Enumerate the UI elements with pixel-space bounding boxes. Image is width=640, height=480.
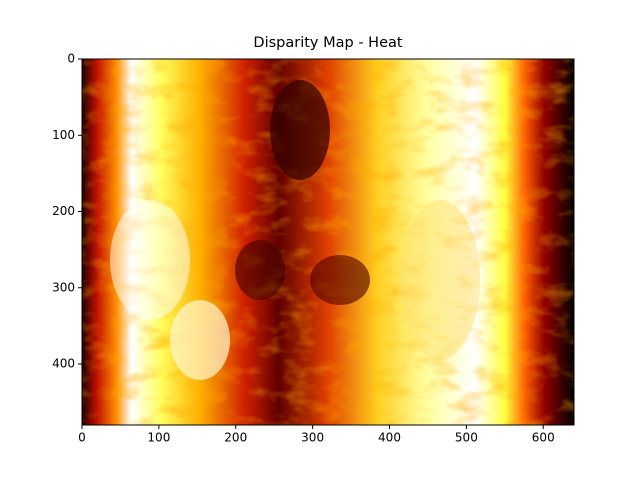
x-tick-label: 300	[301, 431, 324, 445]
y-tick-label: 400	[52, 357, 75, 371]
dark-region	[270, 80, 330, 180]
heatmap-image	[82, 59, 574, 425]
x-tick-label: 400	[378, 431, 401, 445]
x-tick-label: 0	[78, 431, 86, 445]
x-tick-label: 500	[455, 431, 478, 445]
light-region	[400, 200, 480, 360]
x-tick-label: 600	[532, 431, 555, 445]
x-tick-label: 100	[147, 431, 170, 445]
dark-region	[310, 255, 370, 305]
y-tick-label: 300	[52, 280, 75, 294]
light-region	[110, 200, 190, 320]
axes-frame	[81, 58, 575, 426]
y-tick-label: 100	[52, 128, 75, 142]
y-tick-label: 0	[67, 52, 75, 66]
y-tick-label: 200	[52, 204, 75, 218]
x-tick-label: 200	[224, 431, 247, 445]
light-region	[170, 300, 230, 380]
dark-region	[235, 240, 285, 300]
chart-title: Disparity Map - Heat	[253, 35, 402, 51]
